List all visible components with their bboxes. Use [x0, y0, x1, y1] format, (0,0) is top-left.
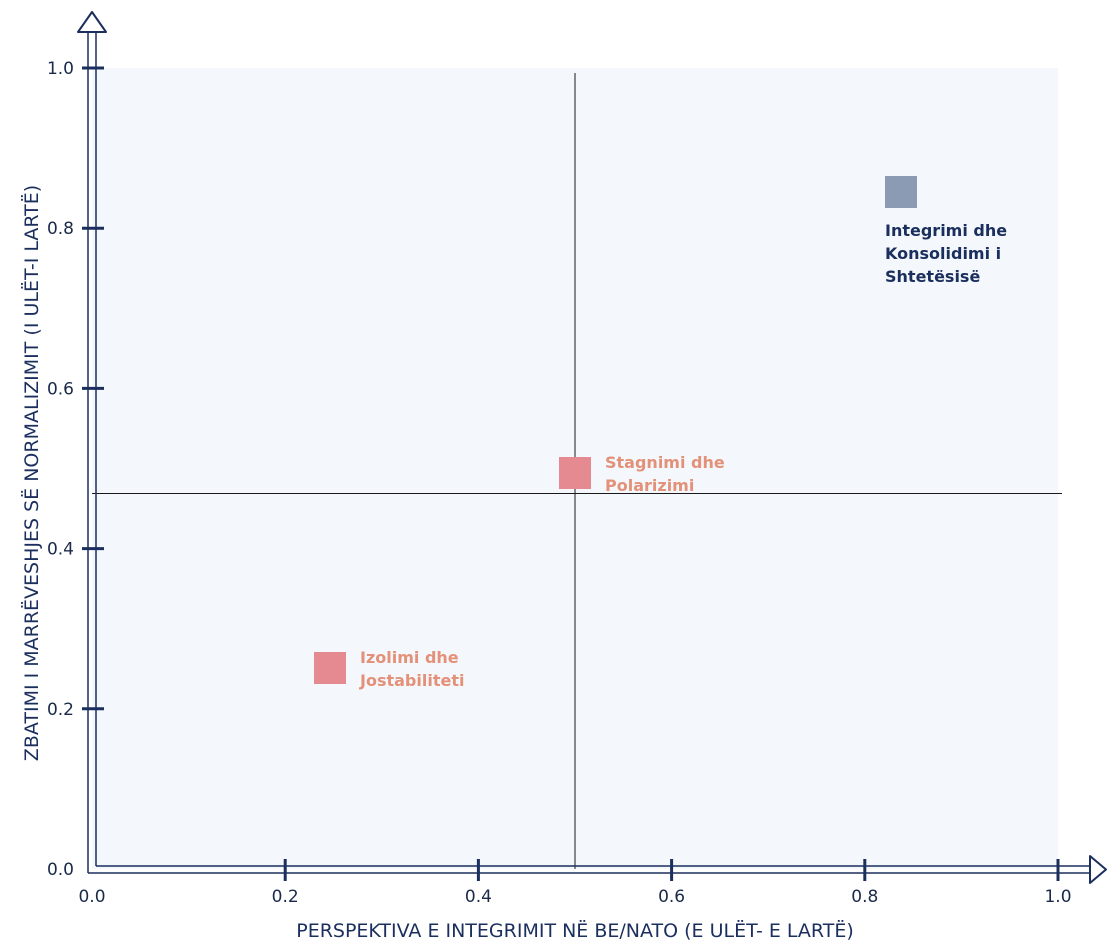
- y-tick-label: 1.0: [47, 59, 74, 79]
- x-axis-arrow-icon: [1089, 855, 1107, 884]
- x-axis-title: PERSPEKTIVA E INTEGRIMIT NË BE/NATO (E U…: [296, 919, 854, 942]
- point-marker: [885, 176, 917, 208]
- y-axis-title: ZBATIMI I MARRËVESHJES SË NORMALIZIMIT (…: [20, 185, 43, 761]
- point-label: Konsolidimi i: [885, 244, 1001, 263]
- x-tick-label: 1.0: [1044, 887, 1071, 907]
- y-tick-label: 0.4: [47, 540, 74, 560]
- point-label: Stagnimi dhe: [605, 453, 725, 472]
- point-marker: [559, 457, 591, 489]
- point-label: Integrimi dhe: [885, 221, 1007, 240]
- point-label: Shtetësisë: [885, 267, 980, 286]
- x-tick-label: 0.2: [272, 887, 299, 907]
- point-label: Polarizimi: [605, 476, 694, 495]
- point-label: Izolimi dhe: [360, 648, 459, 667]
- y-tick-label: 0.2: [47, 700, 74, 720]
- x-tick-label: 0.4: [465, 887, 492, 907]
- x-tick-label: 0.8: [851, 887, 878, 907]
- y-tick-label: 0.8: [47, 219, 74, 239]
- y-tick-label: 0.6: [47, 379, 74, 399]
- x-tick-label: 0.6: [658, 887, 685, 907]
- y-axis-arrow-icon: [77, 11, 107, 33]
- x-tick-label: 0.0: [78, 887, 105, 907]
- point-marker: [314, 652, 346, 684]
- point-label: Jostabiliteti: [359, 671, 464, 690]
- y-tick-label: 0.0: [47, 860, 74, 880]
